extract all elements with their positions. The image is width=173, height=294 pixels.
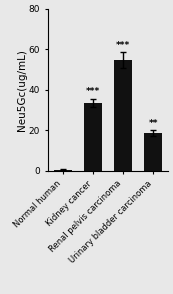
Text: **: ** [149, 119, 158, 128]
Text: ***: *** [86, 87, 100, 96]
Bar [54, 170, 72, 171]
Y-axis label: Neu5Gc(ug/mL): Neu5Gc(ug/mL) [17, 49, 27, 131]
Text: ***: *** [116, 41, 130, 50]
Bar [84, 103, 102, 171]
Bar [144, 133, 162, 171]
Bar [114, 60, 132, 171]
